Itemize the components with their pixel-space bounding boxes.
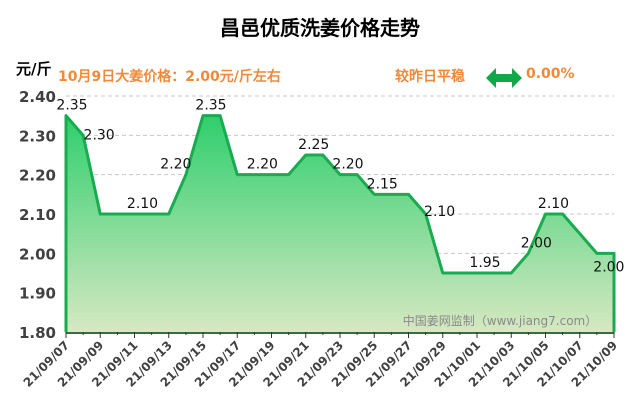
price-summary: 10月9日大姜价格：2.00元/斤左右 [58, 69, 281, 85]
compare-text: 较昨日平稳 [395, 69, 465, 85]
data-label: 1.95 [469, 255, 500, 271]
area-fill [66, 115, 614, 333]
data-label: 2.35 [195, 98, 226, 114]
data-label: 2.20 [247, 157, 278, 173]
y-tick-label: 1.80 [19, 324, 56, 342]
data-label: 2.20 [160, 157, 191, 173]
y-axis-unit: 元/斤 [16, 60, 52, 78]
y-tick-label: 2.00 [19, 245, 56, 263]
double-arrow-icon [486, 68, 522, 88]
data-label: 2.20 [332, 157, 363, 173]
data-label: 2.35 [56, 98, 87, 114]
watermark: 中国姜网监制（www.jiang7.com） [403, 313, 597, 328]
y-tick-label: 2.30 [19, 127, 56, 145]
y-tick-label: 2.40 [19, 88, 56, 106]
y-tick-label: 1.90 [19, 285, 56, 303]
data-label: 2.30 [84, 127, 115, 143]
data-label: 2.00 [593, 259, 624, 275]
data-label: 2.15 [367, 176, 398, 192]
data-label: 2.00 [521, 235, 552, 251]
change-percent: 0.00% [526, 66, 575, 82]
y-tick-label: 2.10 [19, 206, 56, 224]
y-tick-label: 2.20 [19, 167, 56, 185]
data-label: 2.25 [298, 137, 329, 153]
data-label: 2.10 [424, 204, 455, 220]
data-label: 2.10 [127, 196, 158, 212]
chart-title: 昌邑优质洗姜价格走势 [220, 16, 420, 40]
data-label: 2.10 [538, 196, 569, 212]
